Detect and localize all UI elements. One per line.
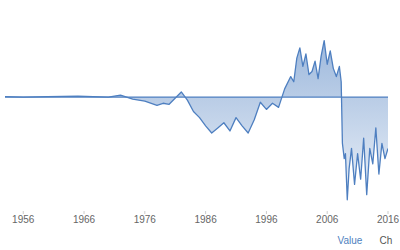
x-tick-label: 1996 [255,214,278,225]
x-tick-label: 1966 [73,214,96,225]
chart: 1956 1966 1976 1986 1996 2006 2016 Value Ch [0,0,400,250]
x-tick-label: 1976 [134,214,157,225]
annotation[interactable]: Ch [380,235,393,246]
x-tick-label: 1986 [194,214,217,225]
x-tick-label: 1956 [12,214,35,225]
x-tick-label: 2006 [316,214,339,225]
area-fill [5,41,388,200]
x-tick-label: 2016 [377,214,400,225]
data-line [5,41,388,200]
annotation[interactable]: Value [338,235,363,246]
plot-area [5,41,388,200]
